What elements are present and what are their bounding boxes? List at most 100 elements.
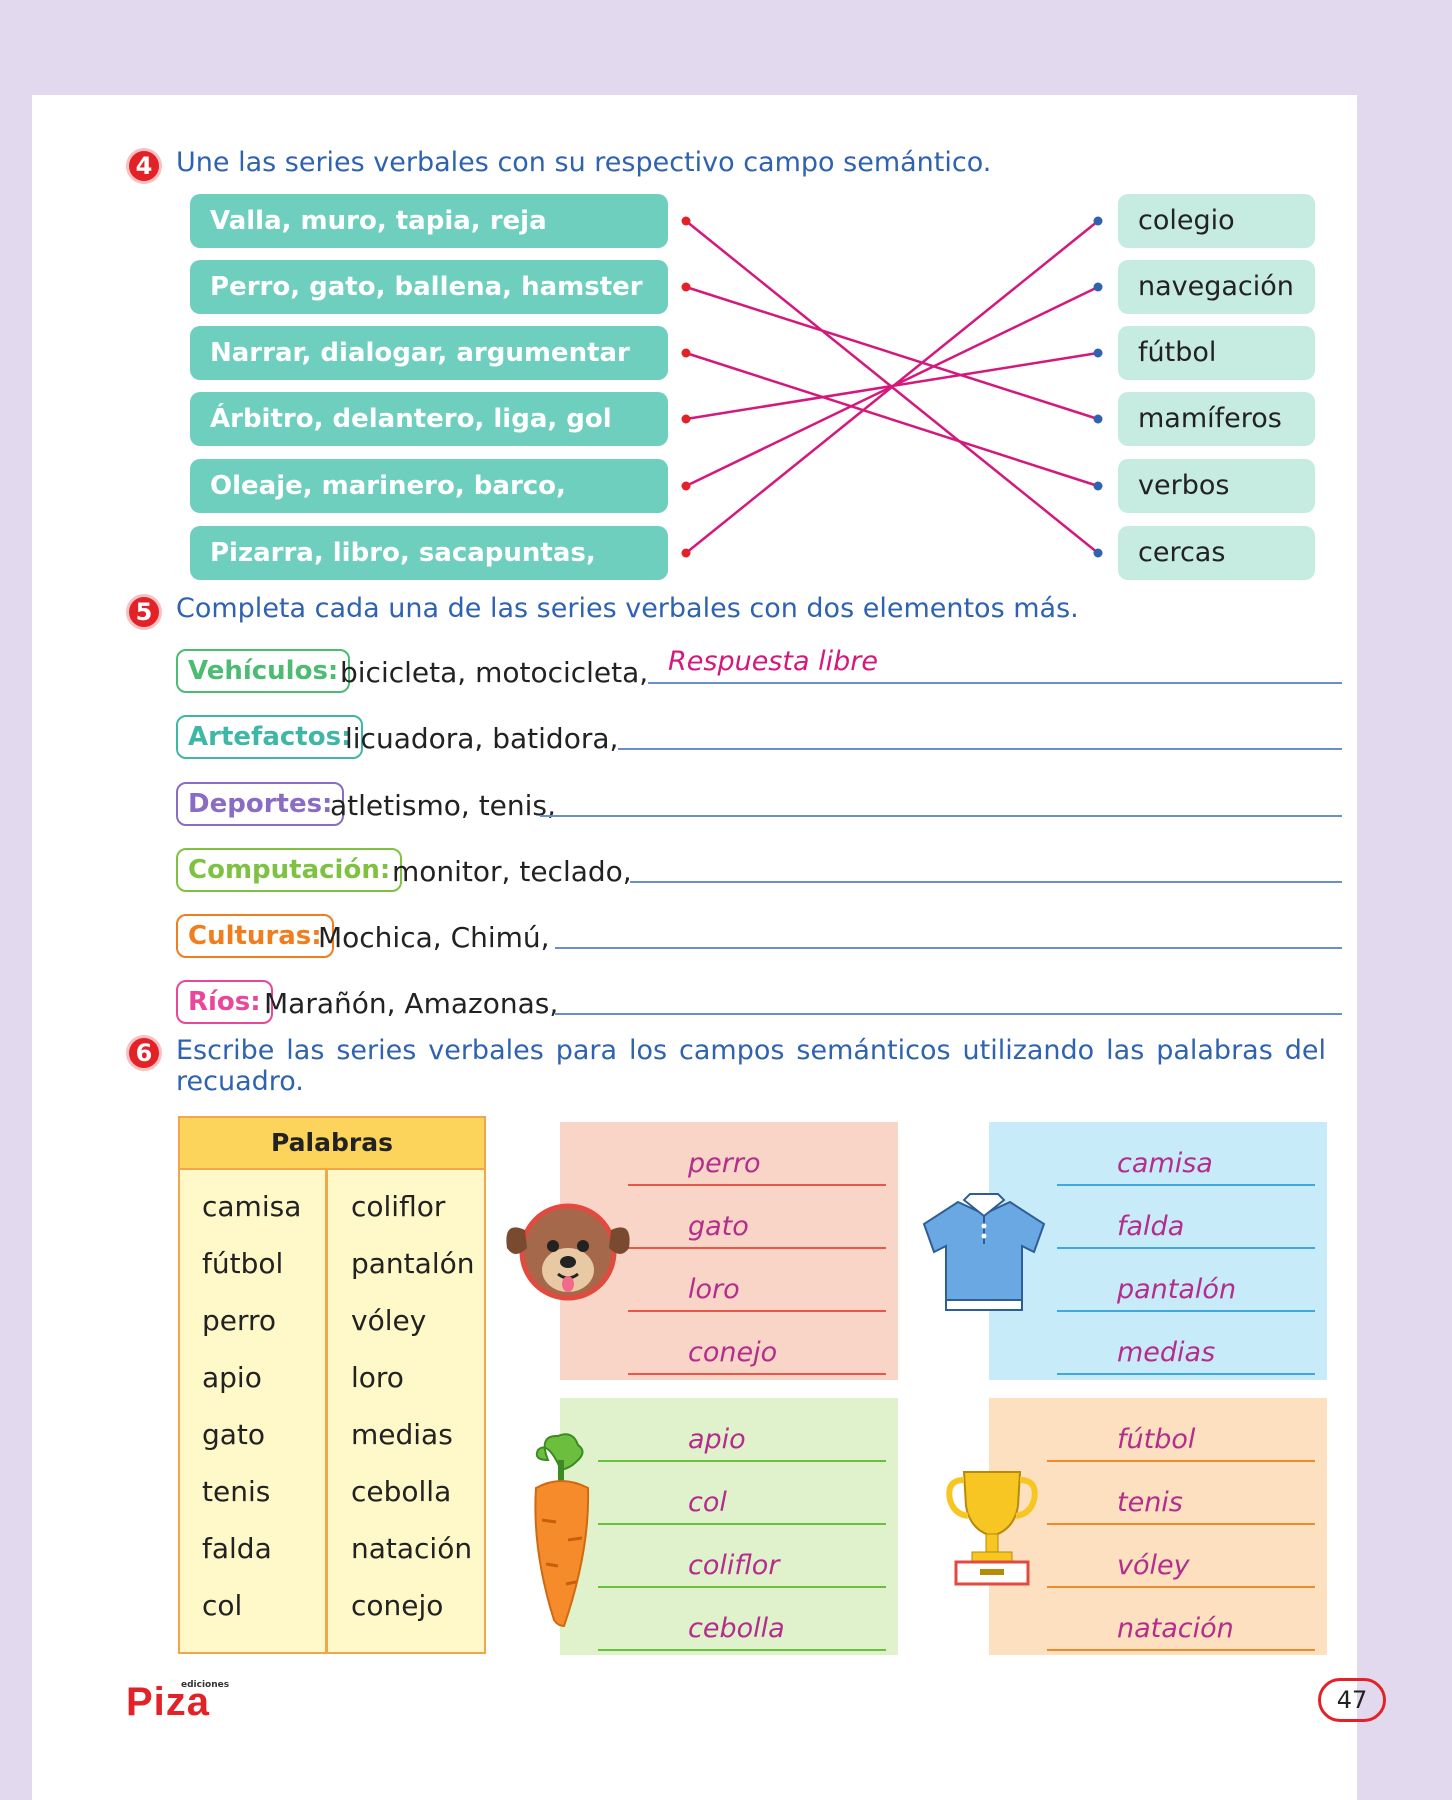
panel-answer-word: camisa (1117, 1148, 1213, 1179)
panel-answer-word: tenis (1117, 1487, 1183, 1518)
answer-line[interactable] (555, 947, 1342, 949)
answer-line[interactable] (648, 682, 1342, 684)
word-item: fútbol (202, 1247, 284, 1280)
panel-answer-line[interactable] (1057, 1247, 1315, 1249)
word-item: gato (202, 1418, 266, 1451)
words-box-title: Palabras (180, 1118, 484, 1170)
panel-answer-line[interactable] (628, 1310, 886, 1312)
dog-icon (506, 1203, 630, 1301)
word-item: conejo (351, 1589, 444, 1622)
word-item: apio (202, 1361, 262, 1394)
right-dot[interactable] (1093, 282, 1103, 292)
semantic-field-box[interactable]: colegio (1118, 194, 1315, 248)
exercise-5-instruction: Completa cada una de las series verbales… (176, 593, 1079, 624)
panel-answer-line[interactable] (628, 1184, 886, 1186)
left-dot[interactable] (681, 282, 691, 292)
vegetables-panel: apio col coliflor cebolla (560, 1398, 898, 1655)
category-tag-deportes: Deportes: (176, 782, 345, 826)
exercise-4-number: 4 (126, 148, 162, 184)
words-box: Palabras (178, 1116, 486, 1654)
category-tag-artefactos: Artefactos: (176, 715, 364, 759)
panel-answer-word: gato (688, 1211, 749, 1242)
word-item: natación (351, 1532, 473, 1565)
brand-logo: Piza (126, 1680, 211, 1724)
semantic-field-box[interactable]: fútbol (1118, 326, 1315, 380)
left-dot[interactable] (681, 348, 691, 358)
series-text: Marañón, Amazonas, (264, 987, 559, 1020)
panel-answer-word: medias (1117, 1337, 1216, 1368)
panel-answer-line[interactable] (1057, 1310, 1315, 1312)
series-box[interactable]: Perro, gato, ballena, hamster (190, 260, 668, 314)
panel-answer-word: vóley (1117, 1550, 1190, 1581)
series-text: atletismo, tenis, (330, 789, 556, 822)
left-dot[interactable] (681, 548, 691, 558)
right-dot[interactable] (1093, 348, 1103, 358)
panel-answer-line[interactable] (598, 1460, 886, 1462)
right-dot[interactable] (1093, 481, 1103, 491)
sports-panel: fútbol tenis vóley natación (989, 1398, 1327, 1655)
panel-answer-word: fútbol (1117, 1424, 1196, 1455)
series-box[interactable]: Narrar, dialogar, argumentar (190, 326, 668, 380)
series-text: licuadora, batidora, (345, 722, 619, 755)
clothes-panel: camisa falda pantalón medias (989, 1122, 1327, 1380)
exercise-6-number: 6 (126, 1035, 162, 1071)
answer-line[interactable] (618, 748, 1342, 750)
series-text: bicicleta, motocicleta, (340, 656, 649, 689)
panel-answer-line[interactable] (598, 1649, 886, 1651)
panel-answer-line[interactable] (1047, 1586, 1315, 1588)
exercise-6-instruction-cont: recuadro. (176, 1066, 304, 1097)
series-box[interactable]: Valla, muro, tapia, reja (190, 194, 668, 248)
carrot-icon (534, 1433, 590, 1628)
panel-answer-line[interactable] (1047, 1523, 1315, 1525)
trophy-icon (946, 1471, 1038, 1586)
right-dot[interactable] (1093, 548, 1103, 558)
panel-answer-word: apio (688, 1424, 746, 1455)
left-dot[interactable] (681, 216, 691, 226)
semantic-field-box[interactable]: navegación (1118, 260, 1315, 314)
word-item: cebolla (351, 1475, 452, 1508)
panel-answer-line[interactable] (598, 1586, 886, 1588)
semantic-field-box[interactable]: mamíferos (1118, 392, 1315, 446)
series-box[interactable]: Pizarra, libro, sacapuntas, estuche (190, 526, 668, 622)
left-dot[interactable] (681, 481, 691, 491)
category-tag-culturas: Culturas: (176, 914, 334, 958)
word-item: medias (351, 1418, 453, 1451)
panel-answer-word: coliflor (688, 1550, 780, 1581)
brand-subtitle: ediciones (181, 1680, 230, 1690)
answer-text: Respuesta libre (668, 646, 878, 677)
exercise-5-number: 5 (126, 594, 162, 630)
series-box[interactable]: Árbitro, delantero, liga, gol (190, 392, 668, 446)
word-item: loro (351, 1361, 404, 1394)
semantic-field-box[interactable]: verbos (1118, 459, 1315, 513)
semantic-field-box[interactable]: cercas (1118, 526, 1315, 580)
category-tag-vehiculos: Vehículos: (176, 649, 351, 693)
panel-answer-line[interactable] (628, 1247, 886, 1249)
answer-line[interactable] (555, 1013, 1342, 1015)
panel-answer-line[interactable] (628, 1373, 886, 1375)
answer-line[interactable] (540, 815, 1342, 817)
series-text: monitor, teclado, (392, 855, 632, 888)
panel-answer-word: loro (688, 1274, 740, 1305)
panel-answer-word: falda (1117, 1211, 1185, 1242)
exercise-4-instruction: Une las series verbales con su respectiv… (176, 147, 992, 178)
matching-lines (681, 216, 1103, 558)
panel-answer-line[interactable] (1047, 1460, 1315, 1462)
word-item: camisa (202, 1190, 302, 1223)
series-text: Mochica, Chimú, (318, 921, 550, 954)
panel-answer-word: perro (688, 1148, 761, 1179)
category-tag-rios: Ríos: (176, 980, 273, 1024)
panel-answer-line[interactable] (1057, 1184, 1315, 1186)
match-line (685, 285, 1099, 421)
panel-answer-line[interactable] (1047, 1649, 1315, 1651)
left-dot[interactable] (681, 414, 691, 424)
panel-answer-line[interactable] (1057, 1373, 1315, 1375)
right-dot[interactable] (1093, 216, 1103, 226)
panel-answer-word: conejo (688, 1337, 778, 1368)
word-item: pantalón (351, 1247, 475, 1280)
panel-answer-word: natación (1117, 1613, 1234, 1644)
answer-line[interactable] (630, 881, 1342, 883)
word-item: falda (202, 1532, 272, 1565)
panel-answer-line[interactable] (598, 1523, 886, 1525)
right-dot[interactable] (1093, 414, 1103, 424)
match-line (685, 351, 1099, 488)
